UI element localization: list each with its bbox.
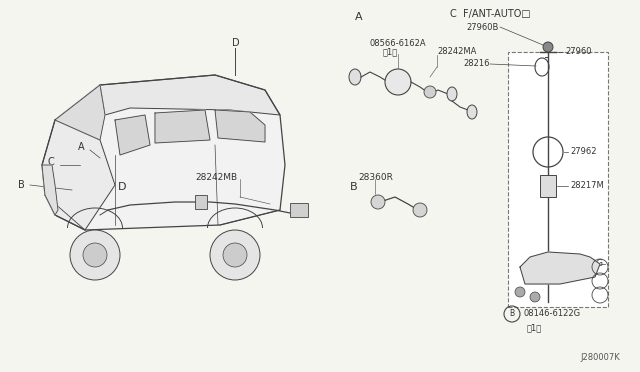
Polygon shape [100, 75, 280, 115]
Text: 28242MA: 28242MA [437, 48, 476, 57]
Circle shape [385, 69, 411, 95]
Text: 28360R: 28360R [358, 173, 393, 182]
Text: A: A [355, 12, 363, 22]
Polygon shape [520, 252, 600, 284]
Circle shape [223, 243, 247, 267]
Polygon shape [42, 165, 58, 215]
Circle shape [530, 292, 540, 302]
Text: B: B [18, 180, 25, 190]
Text: 28216: 28216 [463, 60, 490, 68]
Text: J280007K: J280007K [580, 353, 620, 362]
Polygon shape [55, 85, 105, 140]
Text: D: D [118, 182, 127, 192]
Ellipse shape [467, 105, 477, 119]
Text: 27962: 27962 [570, 148, 596, 157]
Text: 08566-6162A: 08566-6162A [370, 39, 427, 48]
Circle shape [515, 287, 525, 297]
Text: 27960G: 27960G [570, 260, 603, 269]
Text: A: A [78, 142, 84, 152]
Circle shape [543, 42, 553, 52]
Text: 27960B: 27960B [466, 22, 499, 32]
Bar [508, 52, 608, 307]
Circle shape [424, 86, 436, 98]
Polygon shape [115, 115, 150, 155]
Text: C  F/ANT-AUTO□: C F/ANT-AUTO□ [450, 9, 531, 19]
Circle shape [83, 243, 107, 267]
Text: C: C [48, 157, 55, 167]
Text: B: B [350, 182, 358, 192]
Circle shape [70, 230, 120, 280]
Polygon shape [215, 110, 265, 142]
Text: 08146-6122G: 08146-6122G [524, 310, 581, 318]
Text: （1）: （1） [383, 48, 398, 57]
Bar [290, 203, 308, 217]
Polygon shape [42, 120, 115, 230]
Bar [540, 175, 556, 197]
Text: （1）: （1） [527, 324, 542, 333]
Circle shape [371, 195, 385, 209]
Text: D: D [232, 38, 239, 48]
Polygon shape [42, 75, 285, 230]
Circle shape [210, 230, 260, 280]
Text: 28217M: 28217M [570, 182, 604, 190]
Bar [195, 195, 207, 209]
Text: B: B [509, 310, 515, 318]
Text: 28242MB: 28242MB [195, 173, 237, 182]
Circle shape [413, 203, 427, 217]
Text: 27960: 27960 [565, 48, 591, 57]
Polygon shape [155, 110, 210, 143]
Ellipse shape [349, 69, 361, 85]
Ellipse shape [447, 87, 457, 101]
Text: S: S [396, 77, 401, 87]
